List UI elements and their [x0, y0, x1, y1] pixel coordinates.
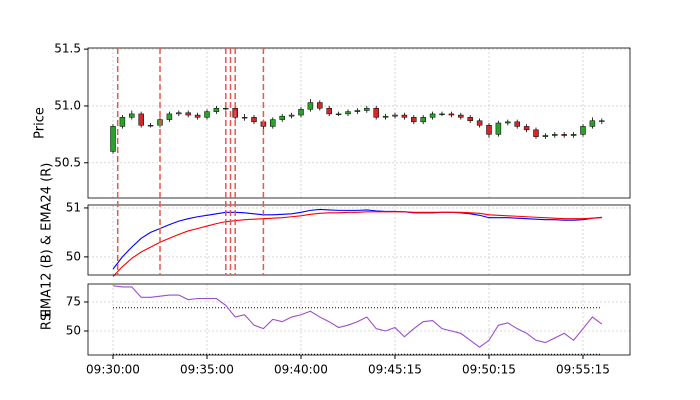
y-tick-label: 75	[66, 294, 81, 308]
plot-frame	[87, 283, 631, 356]
candle-body	[448, 113, 455, 116]
y-tick-label: 50	[66, 323, 81, 337]
x-tick-label: 09:45:15	[368, 363, 422, 377]
candle-body	[298, 109, 304, 116]
candle-body	[317, 102, 323, 109]
candle-body	[382, 115, 389, 118]
x-tick-label: 09:55:15	[556, 363, 610, 377]
candle-body	[570, 134, 577, 136]
candle-body	[185, 112, 191, 116]
y-tick-label: 50	[66, 249, 81, 263]
candle-body	[345, 111, 351, 115]
candle-body	[420, 117, 426, 123]
x-tick-label: 09:30:00	[86, 363, 140, 377]
y-tick-label: 51.0	[54, 98, 81, 112]
x-tick-label: 09:50:15	[462, 363, 516, 377]
candle-body	[194, 114, 201, 118]
y-tick-label: 51	[66, 200, 81, 214]
candle-body	[561, 134, 567, 136]
series-line	[112, 211, 602, 277]
candle-body	[354, 110, 361, 112]
candle-body	[213, 107, 220, 112]
candle-body	[129, 113, 135, 118]
plot-frame	[87, 204, 631, 276]
candle-body	[176, 112, 182, 115]
candle-body	[476, 120, 483, 126]
candle-body	[364, 107, 370, 111]
series-line	[112, 208, 602, 270]
candle-body	[514, 121, 520, 127]
series-line	[112, 285, 603, 348]
candle-body	[223, 107, 229, 110]
x-tick-label: 09:35:00	[180, 363, 234, 377]
plot-frame	[87, 47, 631, 199]
candle-body	[542, 135, 549, 137]
candle-body	[373, 107, 379, 118]
y-axis-label: RSI	[40, 309, 55, 330]
y-tick-label: 51.5	[54, 42, 81, 56]
candle-body	[110, 126, 116, 152]
candle-body	[411, 117, 417, 123]
candle-body	[458, 114, 464, 118]
y-axis-label: Price	[33, 107, 48, 139]
candle-body	[288, 114, 295, 117]
candle-body	[241, 117, 248, 119]
candle-body	[251, 117, 257, 123]
candle-body	[552, 134, 558, 136]
candle-body	[307, 102, 314, 110]
candle-body	[335, 113, 342, 115]
candle-body	[580, 126, 586, 135]
candle-body	[439, 113, 445, 115]
candle-body	[495, 122, 502, 135]
candle-body	[279, 115, 285, 120]
candle-body	[138, 113, 144, 126]
candle-body	[523, 126, 530, 131]
candle-body	[589, 120, 596, 127]
candle-body	[533, 129, 539, 137]
candle-body	[392, 114, 398, 117]
candle-body	[599, 120, 605, 122]
y-axis-label: EMA12 (B) & EMA24 (R)	[40, 163, 55, 318]
candle-body	[505, 121, 511, 124]
candle-body	[429, 113, 436, 118]
candle-body	[486, 125, 492, 135]
candle-body	[147, 125, 154, 127]
candle-body	[204, 111, 210, 118]
candle-body	[166, 113, 173, 120]
y-tick-label: 50.5	[54, 155, 81, 169]
x-tick-label: 09:40:00	[274, 363, 328, 377]
candle-body	[467, 117, 473, 121]
candle-body	[401, 114, 408, 118]
candle-body	[326, 107, 332, 115]
candle-body	[119, 117, 126, 127]
candle-body	[270, 119, 276, 127]
